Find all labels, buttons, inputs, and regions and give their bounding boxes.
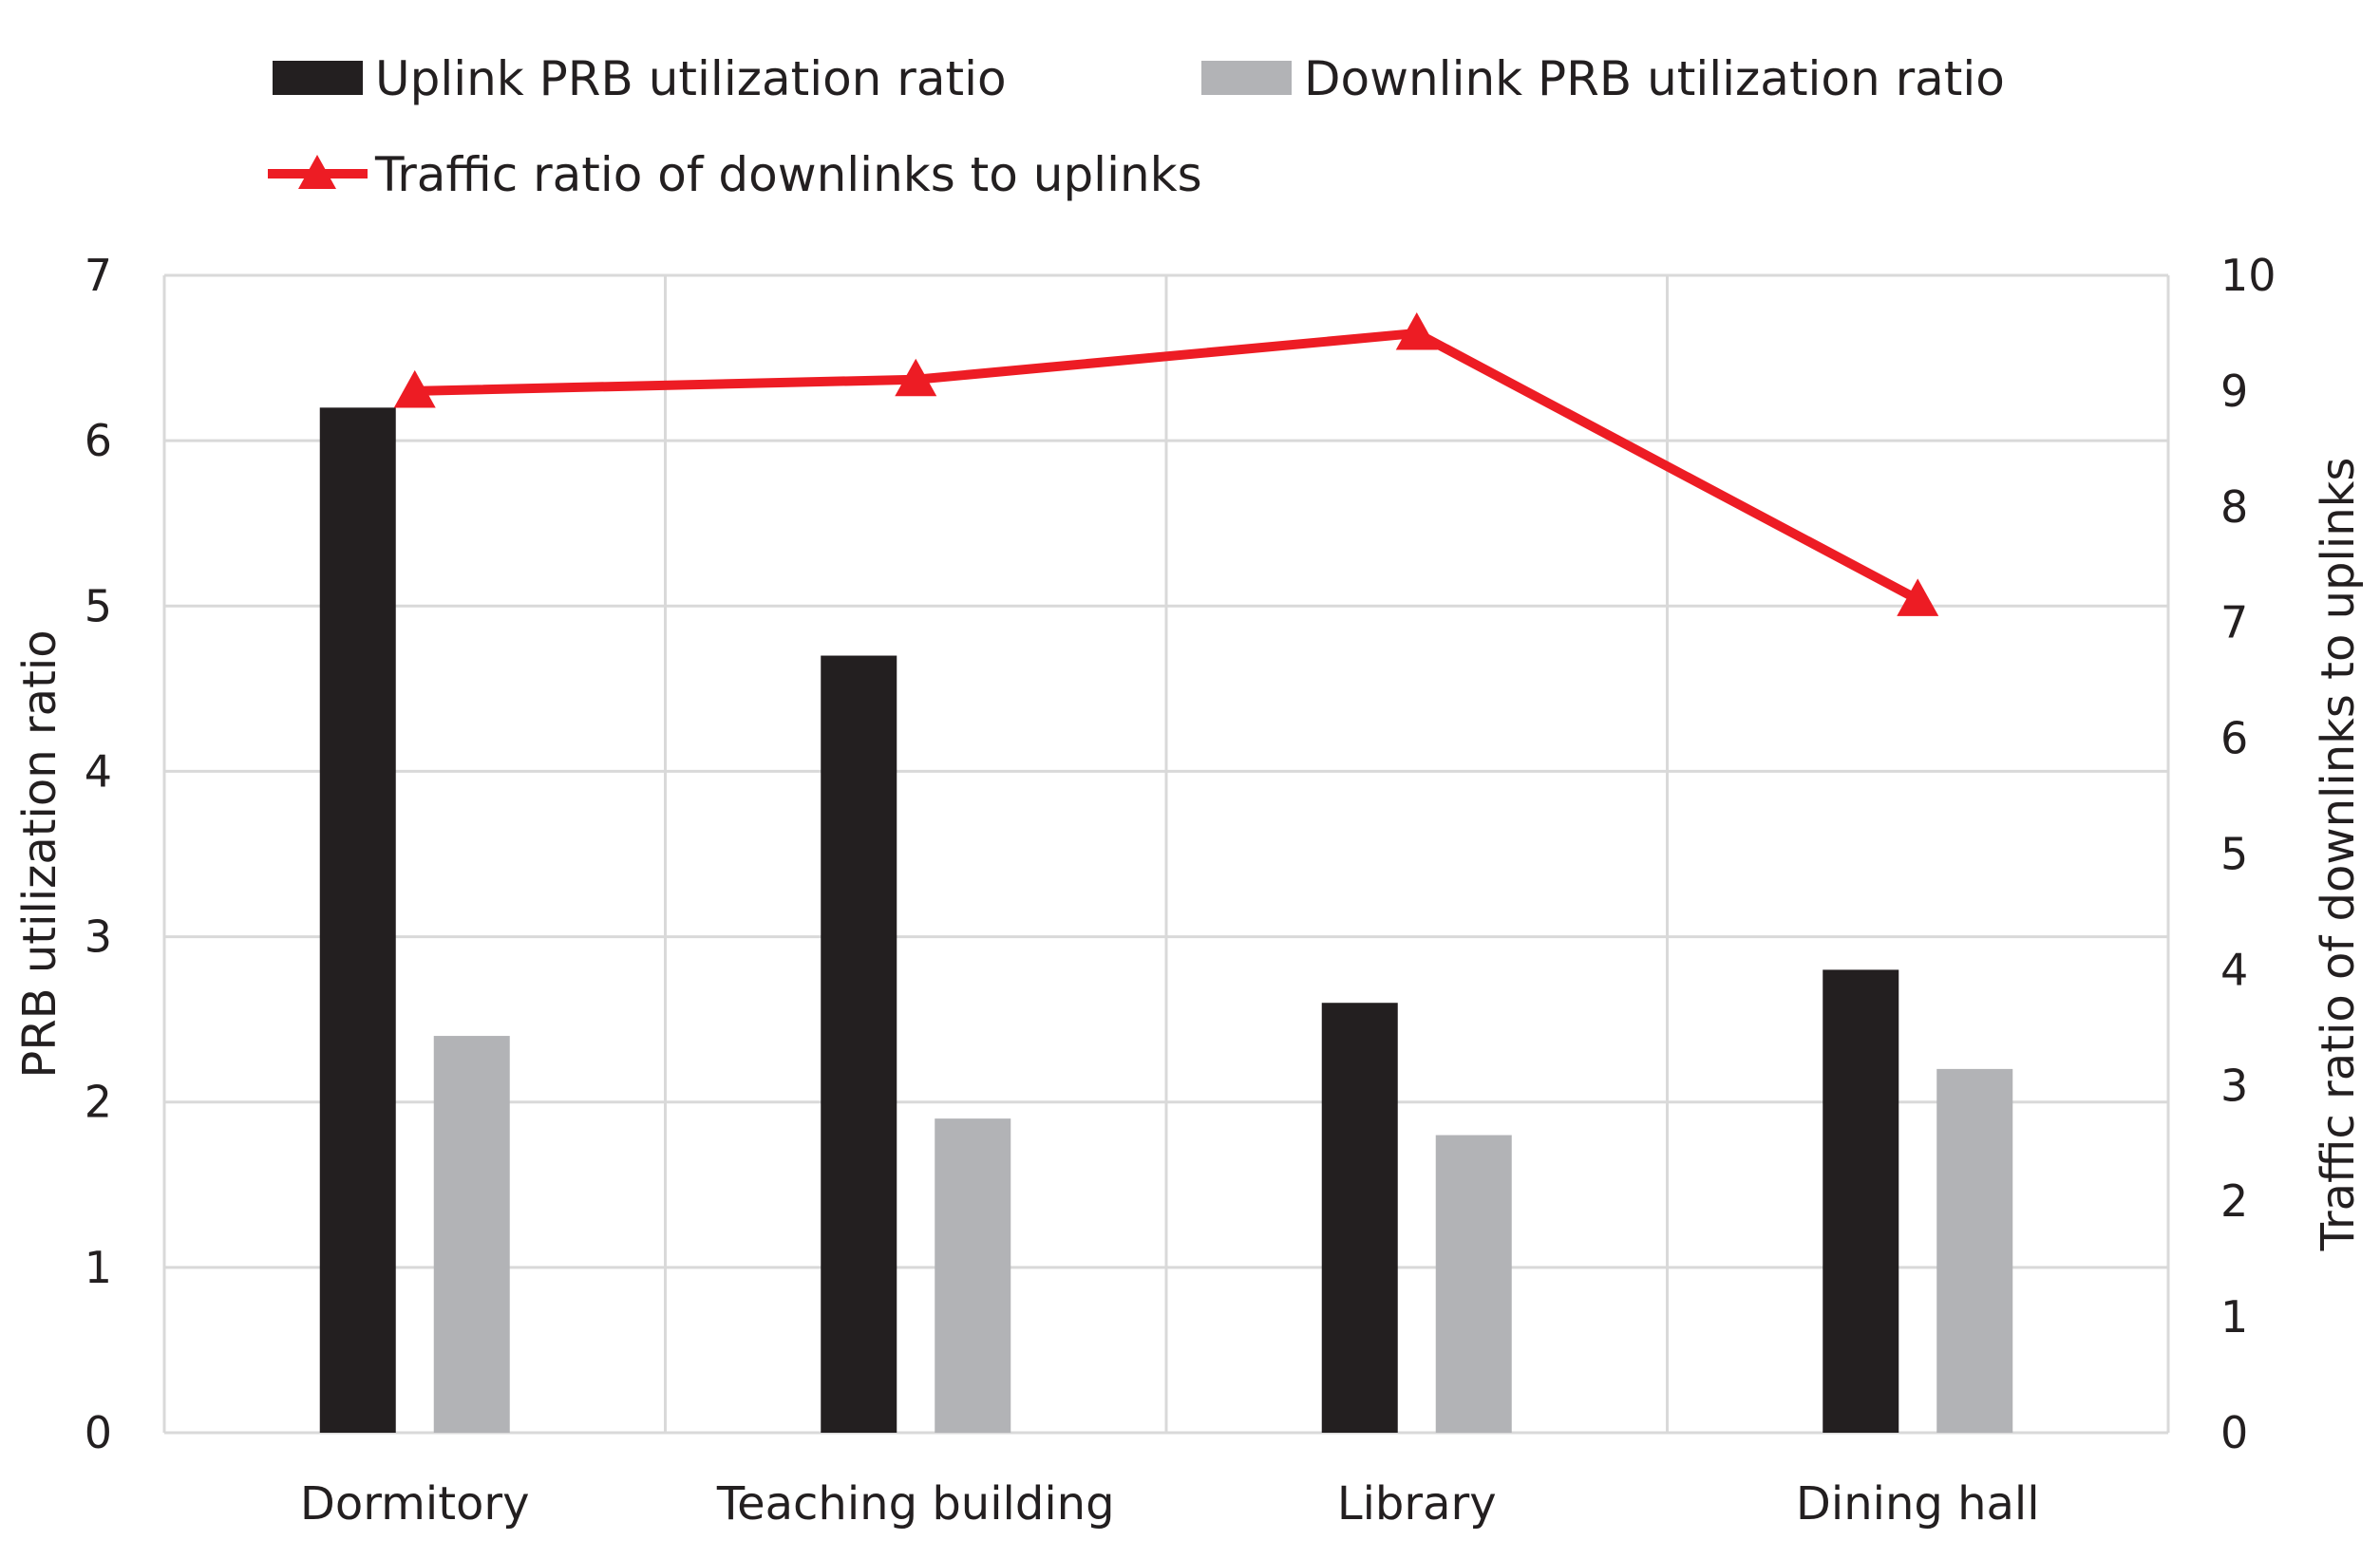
left-tick-label: 4 xyxy=(85,745,112,797)
left-tick-label: 1 xyxy=(85,1242,112,1293)
right-tick-label: 5 xyxy=(2220,829,2248,880)
legend-item: Downlink PRB utilization ratio xyxy=(1201,51,2005,106)
line-marker-1 xyxy=(895,358,937,397)
left-tick-label: 7 xyxy=(85,250,112,301)
line-marker-0 xyxy=(393,369,436,408)
right-tick-label: 3 xyxy=(2220,1060,2248,1111)
category-label: Teaching building xyxy=(716,1477,1115,1531)
bar-downlink-0 xyxy=(433,1036,510,1433)
bar-uplink-2 xyxy=(1321,1003,1398,1433)
line-marker-2 xyxy=(1395,311,1438,350)
bar-uplink-3 xyxy=(1823,969,1899,1433)
legend-item: Traffic ratio of downlinks to uplinks xyxy=(268,147,1202,202)
line-series-group xyxy=(393,311,1939,616)
legend-swatch xyxy=(273,61,363,95)
legend: Uplink PRB utilization ratio Downlink PRB… xyxy=(268,51,2005,202)
legend-label: Uplink PRB utilization ratio xyxy=(375,51,1007,106)
right-tick-label: 4 xyxy=(2220,944,2248,995)
legend-label: Downlink PRB utilization ratio xyxy=(1304,51,2005,106)
right-tick-label: 2 xyxy=(2220,1175,2248,1227)
line-marker-3 xyxy=(1897,578,1939,616)
bar-uplink-0 xyxy=(319,407,396,1433)
left-tick-label: 6 xyxy=(85,415,112,466)
left-tick-label: 5 xyxy=(85,580,112,631)
legend-swatch xyxy=(1201,61,1292,95)
bar-downlink-3 xyxy=(1936,1068,2013,1433)
line-traffic-ratio xyxy=(414,328,1920,604)
axes: 0 1 2 3 4 5 6 7 0 1 2 3 4 5 6 7 8 9 10 Dormitory Teaching bu… xyxy=(13,250,2365,1531)
bar-downlink-2 xyxy=(1435,1135,1512,1433)
bar-downlink-1 xyxy=(935,1118,1011,1433)
left-tick-label: 3 xyxy=(85,911,112,963)
bar-uplink-1 xyxy=(821,655,897,1433)
right-tick-label: 10 xyxy=(2220,250,2276,301)
left-tick-label: 2 xyxy=(85,1077,112,1128)
y-axis-title: PRB utilization ratio xyxy=(13,629,66,1078)
left-tick-label: 0 xyxy=(85,1407,112,1458)
right-tick-label: 1 xyxy=(2220,1291,2248,1343)
y2-axis-title: Traffic ratio of downlinks to uplinks xyxy=(2312,458,2365,1252)
category-label: Dormitory xyxy=(300,1477,530,1531)
right-tick-label: 8 xyxy=(2220,481,2248,533)
legend-label: Traffic ratio of downlinks to uplinks xyxy=(374,147,1202,202)
bar-series-group xyxy=(319,407,2013,1433)
right-tick-label: 0 xyxy=(2220,1407,2248,1458)
right-tick-label: 6 xyxy=(2220,713,2248,764)
right-tick-label: 7 xyxy=(2220,597,2248,648)
right-tick-label: 9 xyxy=(2220,366,2248,417)
legend-item: Uplink PRB utilization ratio xyxy=(273,51,1007,106)
category-label: Dining hall xyxy=(1796,1477,2040,1531)
legend-marker xyxy=(298,155,336,189)
category-label: Library xyxy=(1337,1477,1497,1531)
